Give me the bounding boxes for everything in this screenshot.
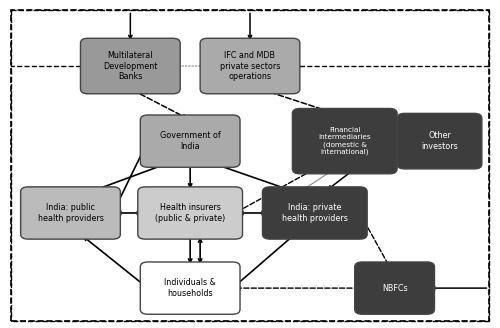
FancyBboxPatch shape: [292, 109, 397, 174]
Text: NBFCs: NBFCs: [382, 284, 407, 293]
Text: Individuals &
households: Individuals & households: [164, 278, 216, 298]
Text: Multilateral
Development
Banks: Multilateral Development Banks: [103, 51, 158, 81]
FancyBboxPatch shape: [397, 113, 482, 169]
FancyBboxPatch shape: [80, 38, 180, 94]
FancyBboxPatch shape: [20, 187, 120, 239]
FancyBboxPatch shape: [140, 262, 240, 314]
Text: Government of
India: Government of India: [160, 132, 220, 151]
Text: Health insurers
(public & private): Health insurers (public & private): [155, 203, 226, 223]
Text: India: private
health providers: India: private health providers: [282, 203, 348, 223]
Text: Other
investors: Other investors: [421, 132, 458, 151]
FancyBboxPatch shape: [262, 187, 367, 239]
Text: Financial
Intermediaries
(domestic &
international): Financial Intermediaries (domestic & int…: [318, 127, 371, 155]
FancyBboxPatch shape: [354, 262, 434, 314]
FancyBboxPatch shape: [138, 187, 242, 239]
FancyBboxPatch shape: [140, 115, 240, 167]
Text: India: public
health providers: India: public health providers: [38, 203, 104, 223]
FancyBboxPatch shape: [200, 38, 300, 94]
Text: IFC and MDB
private sectors
operations: IFC and MDB private sectors operations: [220, 51, 280, 81]
